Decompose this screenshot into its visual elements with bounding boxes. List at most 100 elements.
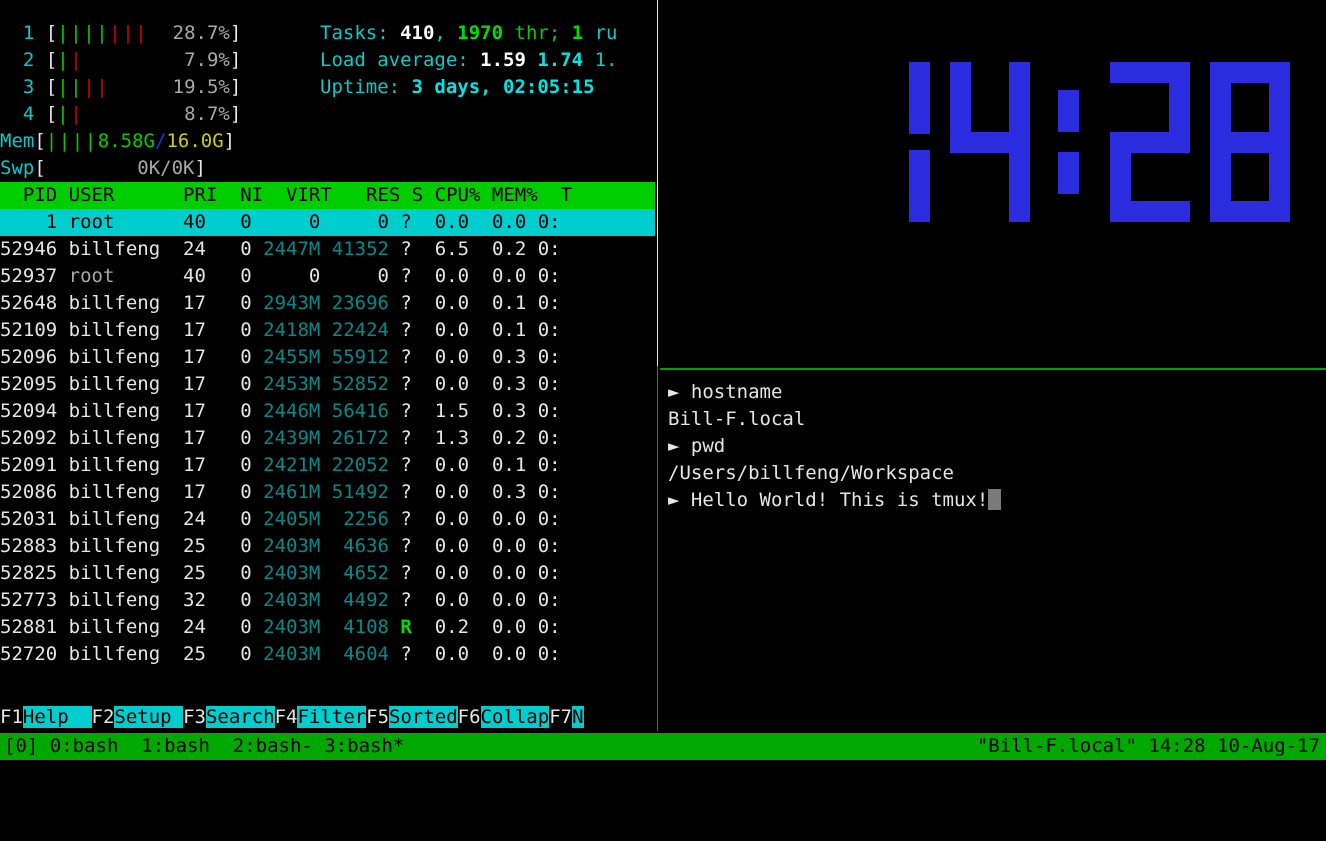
terminal-command-line[interactable]: ► hostname	[668, 379, 1326, 406]
cell-pid: 52648	[0, 292, 69, 314]
terminal-command-line[interactable]: ► Hello World! This is tmux!	[668, 487, 1326, 514]
cpu-meter-label: 4	[0, 103, 46, 125]
table-row[interactable]: 52092 billfeng 17 0 2439M 26172 ? 1.3 0.…	[0, 425, 655, 452]
cpu-meter-4: 4 [|| 8.7%]	[0, 101, 655, 128]
cell-virt: 2418M	[263, 319, 321, 341]
tasks-running: 1	[571, 22, 584, 44]
table-row[interactable]: 52773 billfeng 32 0 2403M 4492 ? 0.0 0.0…	[0, 587, 655, 614]
cell-res: 0	[320, 211, 389, 233]
table-row[interactable]: 52109 billfeng 17 0 2418M 22424 ? 0.0 0.…	[0, 317, 655, 344]
table-row[interactable]: 52883 billfeng 25 0 2403M 4636 ? 0.0 0.0…	[0, 533, 655, 560]
cell-state: ?	[388, 319, 412, 341]
cell-ni: 0	[217, 427, 264, 449]
table-row[interactable]: 52095 billfeng 17 0 2453M 52852 ? 0.0 0.…	[0, 371, 655, 398]
cell-mem: 0.1	[469, 292, 527, 314]
segment-G	[950, 132, 1030, 153]
terminal-line-text: pwd	[690, 435, 726, 457]
tmux-clock-pane[interactable]	[660, 0, 1326, 366]
table-row[interactable]: 1 root 40 0 0 0 ? 0.0 0.0 0:	[0, 209, 655, 236]
cpu-meter-percent: 19.5%	[161, 76, 230, 98]
table-row[interactable]: 52881 billfeng 24 0 2403M 4108 R 0.2 0.0…	[0, 614, 655, 641]
table-row[interactable]: 52946 billfeng 24 0 2447M 41352 ? 6.5 0.…	[0, 236, 655, 263]
tasks-running-label: ru	[583, 22, 618, 44]
uptime-value: 3 days, 02:05:15	[411, 76, 595, 98]
cpu-meter-bar: ||	[57, 103, 82, 125]
divider-line-active-horizontal	[660, 368, 1326, 370]
cell-res: 22424	[320, 319, 389, 341]
fn-label-f4[interactable]: Filter	[297, 706, 367, 728]
cell-ni: 0	[217, 508, 264, 530]
fn-label-f2[interactable]: Setup	[114, 706, 184, 728]
status-bar-right: "Bill-F.local" 14:28 10-Aug-17	[976, 735, 1320, 757]
cell-ni: 0	[217, 265, 264, 287]
cell-state: ?	[388, 454, 412, 476]
terminal-command-line[interactable]: ► pwd	[668, 433, 1326, 460]
table-row[interactable]: 52091 billfeng 17 0 2421M 22052 ? 0.0 0.…	[0, 452, 655, 479]
cell-res: 22052	[320, 454, 389, 476]
fn-label-f3[interactable]: Search	[205, 706, 275, 728]
pane-divider-vertical[interactable]	[655, 0, 660, 731]
fn-label-f1[interactable]: Help	[22, 706, 92, 728]
fn-label-f6[interactable]: Collap	[480, 706, 550, 728]
cell-pid: 52937	[0, 265, 69, 287]
htop-function-key-bar[interactable]: F1Help F2Setup F3SearchF4FilterF5SortedF…	[0, 704, 655, 731]
cell-pid: 52091	[0, 454, 69, 476]
cpu-meter-bracket-open: [	[45, 22, 58, 44]
table-row[interactable]: 52937 root 40 0 0 0 ? 0.0 0.0 0:	[0, 263, 655, 290]
segment-F	[1210, 62, 1231, 134]
table-row[interactable]: 52648 billfeng 17 0 2943M 23696 ? 0.0 0.…	[0, 290, 655, 317]
cell-user: root	[68, 265, 172, 287]
table-row[interactable]: 52031 billfeng 24 0 2405M 2256 ? 0.0 0.0…	[0, 506, 655, 533]
cell-ni: 0	[217, 319, 264, 341]
terminal-scrollback[interactable]: ► hostname Bill-F.local ► pwd/Users/billfe…	[660, 371, 1326, 514]
table-row[interactable]: 52086 billfeng 17 0 2461M 51492 ? 0.0 0.…	[0, 479, 655, 506]
cell-pid: 52720	[0, 643, 69, 665]
cell-state: ?	[388, 238, 412, 260]
fn-key-f7: F7	[549, 706, 573, 728]
cpu-meter-bar: ||	[57, 49, 82, 71]
cell-pri: 17	[171, 481, 218, 503]
process-rows[interactable]: 1 root 40 0 0 0 ? 0.0 0.0 0: 52946 billfe…	[0, 209, 655, 668]
load-1min: 1.59	[480, 49, 526, 71]
tmux-status-bar[interactable]: [0] 0:bash 1:bash 2:bash- 3:bash* "Bill-…	[0, 733, 1326, 760]
cell-user: billfeng	[68, 427, 172, 449]
pane-divider-horizontal[interactable]	[660, 366, 1326, 371]
cell-pri: 17	[171, 319, 218, 341]
table-row[interactable]: 52094 billfeng 17 0 2446M 56416 ? 1.5 0.…	[0, 398, 655, 425]
cell-pid: 52883	[0, 535, 69, 557]
cell-state: R	[388, 616, 412, 638]
fn-key-f1: F1	[0, 706, 23, 728]
segment-C	[909, 150, 930, 222]
htop-process-table[interactable]: PID USER PRI NI VIRT RES S CPU% MEM% T 1…	[0, 182, 655, 668]
segment-B	[1269, 62, 1290, 134]
fn-label-f7[interactable]: N	[572, 706, 584, 728]
cell-res: 23696	[320, 292, 389, 314]
terminal-cursor	[988, 489, 1002, 510]
cell-ni: 0	[217, 400, 264, 422]
cell-pid: 52946	[0, 238, 69, 260]
table-row[interactable]: 52720 billfeng 25 0 2403M 4604 ? 0.0 0.0…	[0, 641, 655, 668]
cpu-meter-label: 3	[0, 76, 46, 98]
cell-user: billfeng	[68, 238, 172, 260]
cell-pri: 40	[171, 265, 218, 287]
cpu-meter-bracket-close: ]	[229, 103, 242, 125]
table-row[interactable]: 52096 billfeng 17 0 2455M 55912 ? 0.0 0.…	[0, 344, 655, 371]
shell-terminal-pane[interactable]: ► hostname Bill-F.local ► pwd/Users/billfe…	[660, 371, 1326, 731]
swap-meter-bracket-close: ]	[194, 157, 206, 179]
segment-B	[1169, 62, 1190, 134]
cell-time: 0:	[526, 562, 561, 584]
segment-F	[950, 62, 971, 134]
cell-mem: 0.0	[469, 535, 527, 557]
status-bar-left[interactable]: [0] 0:bash 1:bash 2:bash- 3:bash*	[4, 735, 405, 757]
segment-E	[1210, 150, 1231, 222]
cpu-meter-2: 2 [|| 7.9%]	[0, 47, 655, 74]
cell-time: 0:	[526, 481, 561, 503]
fn-label-f5[interactable]: Sorted	[389, 706, 458, 728]
clock-colon	[1050, 62, 1090, 222]
cell-res: 51492	[320, 481, 389, 503]
cell-mem: 0.1	[469, 319, 527, 341]
htop-pane[interactable]: 1 [||||||| 28.7%] 2 [|| 7.9%] 3 [|||| 19…	[0, 0, 655, 731]
cell-mem: 0.3	[469, 346, 527, 368]
cell-pri: 17	[171, 373, 218, 395]
table-row[interactable]: 52825 billfeng 25 0 2403M 4652 ? 0.0 0.0…	[0, 560, 655, 587]
